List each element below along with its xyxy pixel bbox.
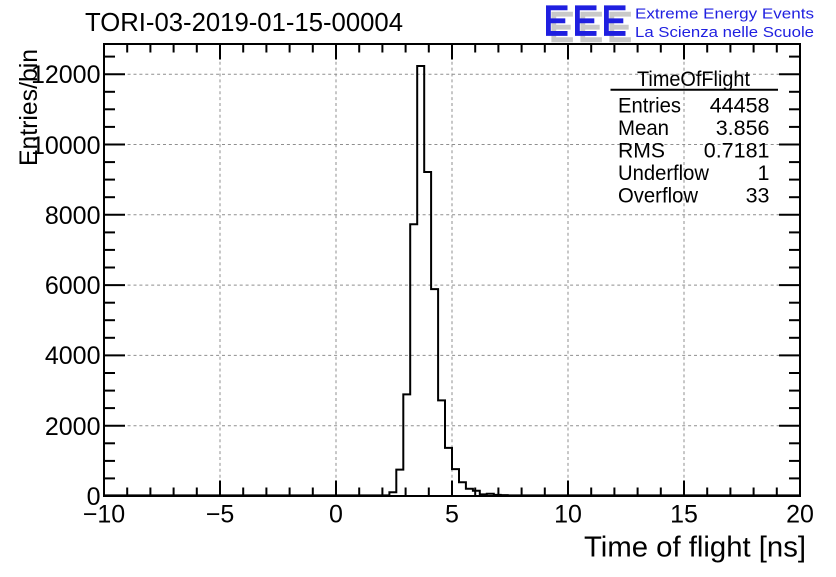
svg-text:10: 10 bbox=[554, 501, 582, 529]
svg-text:Entries: Entries bbox=[618, 93, 681, 117]
svg-text:4000: 4000 bbox=[45, 342, 101, 370]
svg-text:5: 5 bbox=[445, 501, 459, 529]
svg-text:0: 0 bbox=[329, 501, 343, 529]
svg-text:Time of flight [ns]: Time of flight [ns] bbox=[584, 531, 806, 563]
svg-text:0: 0 bbox=[87, 483, 101, 511]
svg-text:−5: −5 bbox=[206, 501, 235, 529]
svg-text:2000: 2000 bbox=[45, 413, 101, 441]
svg-text:3.856: 3.856 bbox=[716, 116, 770, 140]
svg-text:−10: −10 bbox=[83, 501, 125, 529]
svg-text:Overflow: Overflow bbox=[618, 184, 698, 208]
svg-text:12000: 12000 bbox=[31, 61, 101, 89]
svg-text:Underflow: Underflow bbox=[618, 161, 709, 185]
svg-text:33: 33 bbox=[746, 184, 770, 208]
svg-text:20: 20 bbox=[786, 501, 814, 529]
svg-text:La Scienza nelle Scuole: La Scienza nelle Scuole bbox=[635, 24, 814, 41]
svg-text:Mean: Mean bbox=[618, 116, 669, 140]
svg-text:8000: 8000 bbox=[45, 202, 101, 230]
svg-text:15: 15 bbox=[670, 501, 698, 529]
svg-text:1: 1 bbox=[758, 161, 770, 185]
svg-text:44458: 44458 bbox=[710, 93, 770, 117]
svg-text:TimeOfFlight: TimeOfFlight bbox=[637, 67, 750, 91]
svg-text:0.7181: 0.7181 bbox=[704, 139, 770, 163]
svg-text:TORI-03-2019-01-15-00004: TORI-03-2019-01-15-00004 bbox=[85, 7, 403, 37]
svg-text:6000: 6000 bbox=[45, 272, 101, 300]
svg-text:RMS: RMS bbox=[618, 139, 665, 163]
svg-text:10000: 10000 bbox=[31, 132, 101, 160]
svg-text:Entries/bin: Entries/bin bbox=[15, 49, 43, 166]
svg-text:Extreme Energy Events: Extreme Energy Events bbox=[635, 5, 814, 22]
